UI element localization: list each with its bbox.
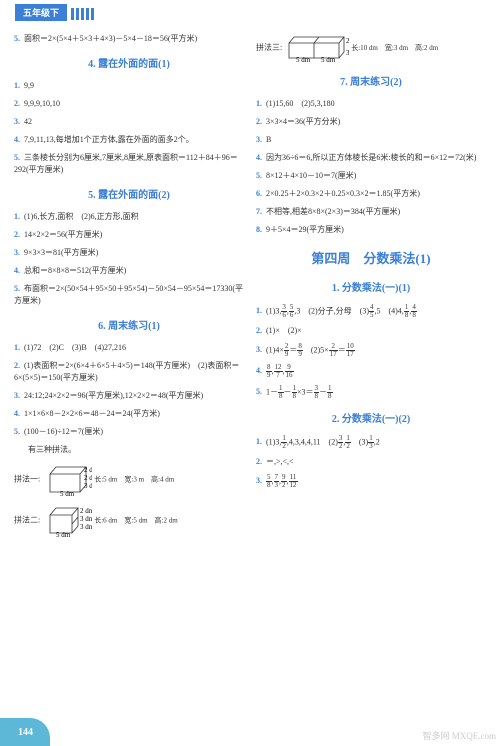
answer-item: 3.42 [14,116,244,128]
svg-text:2 dm: 2 dm [80,507,92,515]
diagram-row: 拼法三: 2 dm 3 dm 5 dm 5 dm 长:10 dm 宽:3 dm … [256,33,486,63]
grade-badge: 五年级下 [15,4,67,21]
right-column: 拼法三: 2 dm 3 dm 5 dm 5 dm 长:10 dm 宽:3 dm … [250,23,492,548]
header-stripes [71,8,96,20]
answer-item: 1.(1)3,36,56,3 (2)分子,分母 (3)45,5 (4)4,18,… [256,304,486,319]
svg-text:5 dm: 5 dm [321,56,336,63]
answer-item: 7.不相等,相差8×8×(2×3)＝384(平方厘米) [256,206,486,218]
answer-item: 5.8×12＋4×10－10＝7(厘米) [256,170,486,182]
box-diagram-icon: 2 dm 3 dm 3 dm 5 dm [42,503,92,538]
svg-text:5 dm: 5 dm [296,56,311,63]
section-title: 4. 露在外面的面(1) [14,55,244,70]
answer-item: 3.B [256,134,486,146]
section-title: 6. 周末练习(1) [14,317,244,332]
answer-item: 1.(1)6,长方,面积 (2)6,正方形,面积 [14,211,244,223]
answer-item: 3.9×3×3＝81(平方厘米) [14,247,244,259]
watermark: 智多网 MXQE.com [423,729,497,742]
section-title: 5. 露在外面的面(2) [14,186,244,201]
svg-text:2 dm: 2 dm [346,37,349,45]
left-column: 5.面积＝2×(5×4＋5×3＋4×3)－5×4－18＝56(平方米) 4. 露… [8,23,250,548]
answer-item: 1.(1)3,12,4,3,4,4,11 (2)32,12 (3)13,2 [256,435,486,450]
answer-item: 2.＝,>,<,< [256,456,486,468]
svg-text:3 dm: 3 dm [346,49,349,57]
chapter-title: 第四周 分数乘法(1) [256,248,486,267]
answer-item: 1.(1)15,60 (2)5,3,180 [256,98,486,110]
page-header: 五年级下 [0,0,500,23]
answer-item: 2.(1)× (2)× [256,325,486,337]
answer-item: 4.因为36÷6＝6,所以正方体棱长是6米:棱长的和＝6×12＝72(米) [256,152,486,164]
answer-item: 8.9＋5×4＝29(平方厘米) [256,224,486,236]
text-line: 有三种拼法。 [14,444,244,456]
box-diagram-icon: 2 dm 3 dm 5 dm 5 dm [284,33,349,63]
answer-item: 5.(100－16)÷12＝7(厘米) [14,426,244,438]
answer-item: 2.14×2×2＝56(平方厘米) [14,229,244,241]
diagram-row: 拼法二: 2 dm 3 dm 3 dm 5 dm 长:6 dm 宽:5 dm 高… [14,503,244,538]
svg-text:5 dm: 5 dm [56,531,71,538]
answer-item: 5.布面积＝2×(50×54＋95×50＋95×54)－50×54－95×54＝… [14,283,244,307]
answer-item: 3.(1)4×29＝89 (2)5×217＝1017 [256,343,486,358]
svg-text:3 dm: 3 dm [80,523,92,531]
answer-item: 1.(1)72 (2)C (3)B (4)27,216 [14,342,244,354]
section-title: 7. 周末练习(2) [256,73,486,88]
svg-text:2 dm: 2 dm [84,466,92,474]
section-title: 2. 分数乘法(一)(2) [256,410,486,425]
page-number: 144 [18,727,33,738]
answer-item: 2.(1)表面积＝2×(6×4＋6×5＋4×5)＝148(平方厘米) (2)表面… [14,360,244,384]
answer-item: 5.面积＝2×(5×4＋5×3＋4×3)－5×4－18＝56(平方米) [14,33,244,45]
answer-item: 6.2×0.25＋2×0.3×2＋0.25×0.3×2＝1.85(平方米) [256,188,486,200]
answer-item: 4.7,9,11,13,每增加1个正方体,露在外面的面多2个。 [14,134,244,146]
answer-item: 5.三条棱长分别为6厘米,7厘米,8厘米,原表面积＝112＋84＋96＝292(… [14,152,244,176]
answer-item: 4.总和＝8×8×8＝512(平方厘米) [14,265,244,277]
svg-text:3 dm: 3 dm [84,482,92,490]
section-title: 1. 分数乘法(一)(1) [256,279,486,294]
answer-item: 2.9,9,9,10,10 [14,98,244,110]
diagram-row: 拼法一: 2 dm 2 dm 3 dm 5 dm 长:5 dm 宽:3 m 高:… [14,462,244,497]
answer-item: 3.24:12;24×2×2＝96(平方厘米),12×2×2＝48(平方厘米) [14,390,244,402]
answer-item: 4.89,127,916 [256,364,486,379]
answer-item: 5.1－18－18×3＝38－18 [256,385,486,400]
svg-text:5 dm: 5 dm [60,490,75,497]
content-area: 5.面积＝2×(5×4＋5×3＋4×3)－5×4－18＝56(平方米) 4. 露… [0,23,500,548]
answer-item: 2.3×3×4＝36(平方分米) [256,116,486,128]
svg-text:3 dm: 3 dm [80,515,92,523]
box-diagram-icon: 2 dm 2 dm 3 dm 5 dm [42,462,92,497]
svg-text:2 dm: 2 dm [84,474,92,482]
answer-item: 4.1×1×6×8－2×2×6＝48－24＝24(平方米) [14,408,244,420]
answer-item: 1.9,9 [14,80,244,92]
answer-item: 3.58,73,92,1112 [256,474,486,489]
